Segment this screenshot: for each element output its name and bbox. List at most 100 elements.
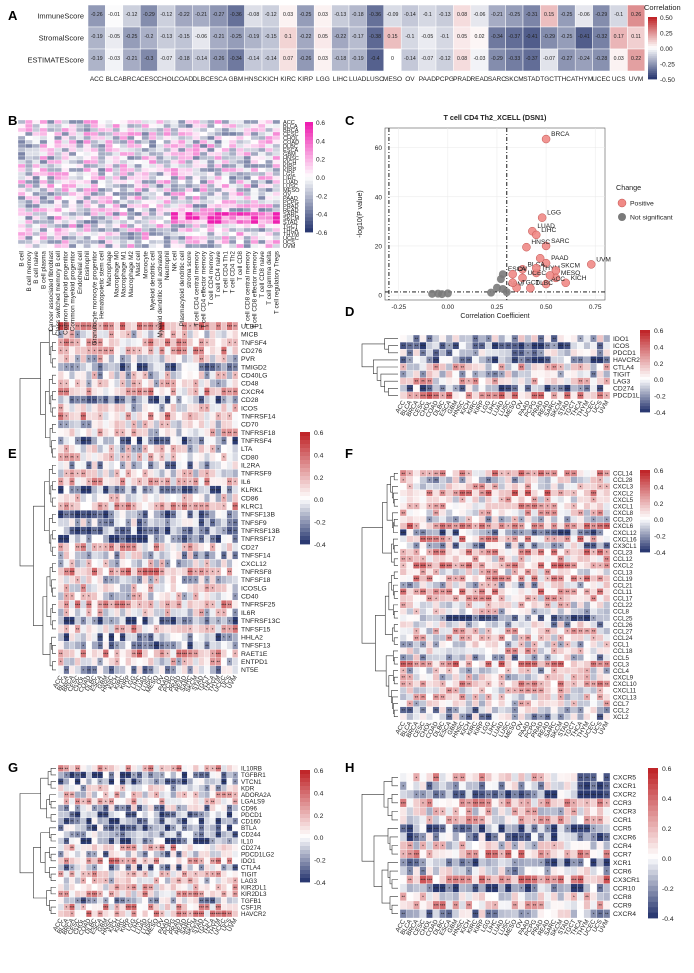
significance-mark: ** xyxy=(402,344,406,349)
significance-mark: * xyxy=(580,583,582,588)
heatmap-cell xyxy=(220,469,227,478)
heatmap-cell xyxy=(114,346,121,355)
significance-mark: ** xyxy=(526,504,530,509)
significance-mark: *** xyxy=(199,905,205,910)
legend-swatch xyxy=(640,350,650,354)
dendrogram-branch xyxy=(388,675,394,697)
significance-mark: * xyxy=(161,872,163,877)
heatmap-cell xyxy=(472,363,479,371)
significance-mark: ** xyxy=(104,806,108,811)
heatmap-cell xyxy=(136,461,143,470)
heatmap-cell xyxy=(550,476,558,484)
significance-mark: *** xyxy=(440,563,446,568)
heatmap-cell xyxy=(485,561,493,569)
significance-mark: ** xyxy=(421,570,425,575)
significance-mark: * xyxy=(178,561,180,566)
significance-mark: *** xyxy=(565,563,571,568)
heatmap-cell xyxy=(590,483,598,490)
significance-mark: ** xyxy=(138,643,142,648)
heatmap-cell xyxy=(399,568,407,576)
significance-mark: *** xyxy=(92,892,98,897)
heatmap-cell xyxy=(153,420,160,429)
heatmap-cell xyxy=(445,502,453,510)
heatmap-cell xyxy=(91,411,98,421)
heatmap-cell xyxy=(125,395,132,405)
heatmap-cell xyxy=(406,515,414,523)
heatmap-cell xyxy=(226,665,233,675)
significance-mark: ** xyxy=(183,892,187,897)
heatmap-cell xyxy=(108,791,115,799)
significance-mark: *** xyxy=(512,358,518,363)
dendrogram-branch xyxy=(386,484,393,521)
significance-mark: * xyxy=(71,912,73,917)
significance-mark: ** xyxy=(143,529,147,534)
heatmap-cell xyxy=(175,411,182,421)
heatmap-cell xyxy=(181,830,188,838)
significance-mark: *** xyxy=(538,550,544,555)
heatmap-cell xyxy=(153,784,160,792)
dendrogram-branch xyxy=(49,794,56,805)
significance-mark: ** xyxy=(65,806,69,811)
legend-swatch xyxy=(648,29,657,32)
heatmap-cell xyxy=(159,837,166,845)
significance-mark: * xyxy=(94,865,96,870)
heatmap-cell xyxy=(125,379,132,388)
heatmap-cell xyxy=(63,403,70,413)
significance-mark: * xyxy=(161,865,163,870)
heatmap-cell xyxy=(91,844,98,852)
significance-mark: * xyxy=(66,799,68,804)
heatmap-cell xyxy=(458,529,466,536)
significance-mark: * xyxy=(60,332,62,337)
significance-mark: * xyxy=(66,594,68,599)
significance-mark: ** xyxy=(493,372,497,377)
heatmap-cell xyxy=(91,428,98,437)
heatmap-cell xyxy=(583,581,591,589)
heatmap-cell xyxy=(57,600,64,609)
heatmap-cell xyxy=(192,354,199,364)
heatmap-cell xyxy=(147,354,154,364)
significance-mark: *** xyxy=(204,365,210,370)
heatmap-cell xyxy=(452,391,460,400)
heatmap-cell xyxy=(175,771,182,779)
heatmap-cell xyxy=(232,510,239,519)
significance-mark: * xyxy=(94,852,96,857)
significance-mark: * xyxy=(66,422,68,427)
dendrogram-branch xyxy=(52,374,56,384)
heatmap-cell xyxy=(399,502,407,510)
heatmap-cell xyxy=(153,338,160,347)
significance-mark: ** xyxy=(138,773,142,778)
heatmap-cell xyxy=(97,567,104,576)
significance-mark: ** xyxy=(127,766,131,771)
heatmap-cell xyxy=(142,436,149,445)
heatmap-cell xyxy=(432,581,440,589)
significance-mark: ** xyxy=(441,590,445,595)
heatmap-cell xyxy=(63,370,70,380)
dendrogram-branch xyxy=(50,873,56,881)
significance-mark: *** xyxy=(216,905,222,910)
significance-mark: ** xyxy=(65,504,69,509)
heatmap-cell xyxy=(69,387,76,396)
significance-mark: *** xyxy=(479,590,485,595)
heatmap-cell xyxy=(130,632,137,642)
heatmap-cell xyxy=(432,384,440,393)
significance-mark: ** xyxy=(552,524,556,529)
heatmap-cell xyxy=(215,461,222,470)
significance-mark: * xyxy=(161,406,163,411)
dendrogram-branch xyxy=(376,366,398,381)
significance-mark: *** xyxy=(447,393,453,398)
heatmap-cell xyxy=(147,420,154,429)
significance-mark: ** xyxy=(434,511,438,516)
significance-mark: * xyxy=(234,879,236,884)
heatmap-cell xyxy=(159,542,166,552)
significance-mark: ** xyxy=(98,431,102,436)
significance-mark: ** xyxy=(188,879,192,884)
dendrogram-branch xyxy=(44,852,50,873)
heatmap-cell xyxy=(232,910,239,918)
heatmap-cell xyxy=(85,567,92,576)
heatmap-cell xyxy=(596,489,604,497)
heatmap-cell xyxy=(209,771,216,779)
significance-mark: ** xyxy=(132,390,136,395)
heatmap-cell xyxy=(114,764,121,772)
significance-mark: ** xyxy=(194,504,198,509)
heatmap-cell xyxy=(583,502,591,510)
